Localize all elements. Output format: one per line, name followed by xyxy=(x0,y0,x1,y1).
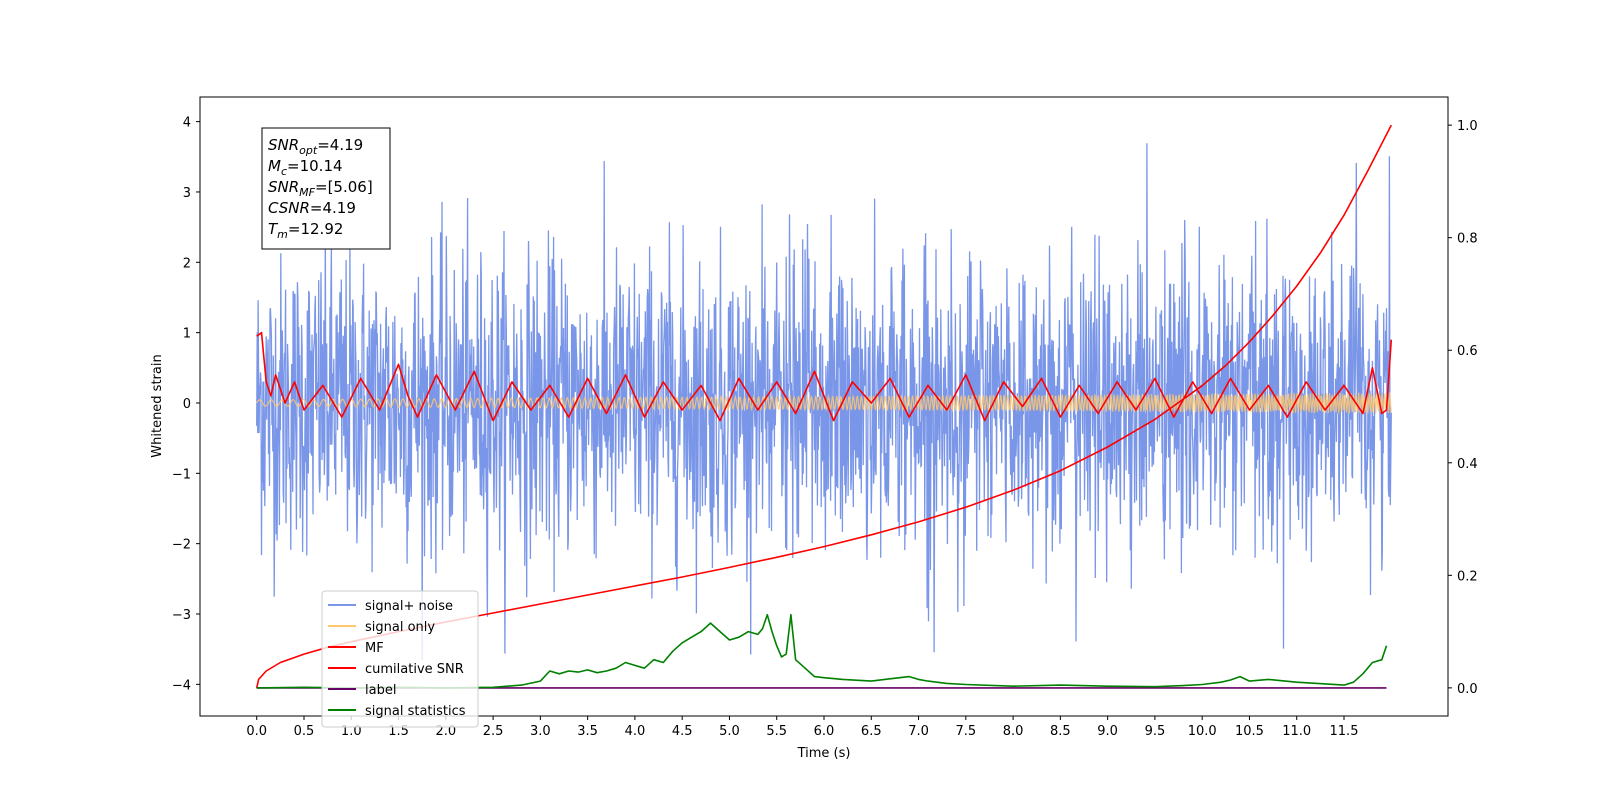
x-tick-label: 0.0 xyxy=(246,724,267,739)
y-tick-label: −3 xyxy=(172,608,191,623)
x-tick-label: 1.0 xyxy=(341,724,362,739)
y2-tick-label: 0.6 xyxy=(1457,344,1478,359)
series-line-signal-statistics xyxy=(256,613,1388,689)
x-tick-label: 11.0 xyxy=(1282,724,1311,739)
y-tick-label: −4 xyxy=(172,678,191,693)
x-tick-label: 4.0 xyxy=(625,724,646,739)
x-tick-label: 5.0 xyxy=(719,724,740,739)
annotation-line: Mc=10.14 xyxy=(268,157,343,178)
y2-tick-label: 0.8 xyxy=(1457,232,1478,247)
y-tick-label: −2 xyxy=(172,538,191,553)
y2-tick-label: 0.0 xyxy=(1457,682,1478,697)
x-tick-label: 8.5 xyxy=(1050,724,1071,739)
series-line-mf xyxy=(256,331,1393,422)
legend-label: signal statistics xyxy=(365,704,466,719)
annotation-frame xyxy=(261,127,391,250)
y-tick-label: 4 xyxy=(183,116,191,131)
x-tick-label: 7.5 xyxy=(955,724,976,739)
y2-tick-label: 1.0 xyxy=(1457,119,1478,134)
annotation-line: CSNR=4.19 xyxy=(268,199,356,217)
y2-tick-label: 0.4 xyxy=(1457,457,1478,472)
y2-tick-label: 0.2 xyxy=(1457,569,1478,584)
x-tick-label: 11.5 xyxy=(1330,724,1359,739)
x-tick-label: 1.5 xyxy=(388,724,409,739)
annotation-box: SNRopt=4.19Mc=10.14SNRMF=[5.06]CSNR=4.19… xyxy=(261,127,391,250)
x-axis: 0.0 0.5 1.0 1.5 2.0 2.5 3.0 3.5 4.0 4.5 5.0 5.5 6.0 6… xyxy=(246,716,1358,739)
x-tick-label: 10.5 xyxy=(1235,724,1264,739)
x-tick-label: 3.5 xyxy=(577,724,598,739)
legend-frame xyxy=(321,590,479,728)
legend-label: cumilative SNR xyxy=(365,662,464,677)
y-axis-label: Whitened strain xyxy=(150,354,165,457)
x-tick-label: 7.0 xyxy=(908,724,929,739)
x-tick-label: 5.5 xyxy=(766,724,787,739)
y-tick-label: 2 xyxy=(183,256,191,271)
legend: signal+ noise signal only MF cumilative SNR… xyxy=(321,590,479,728)
x-tick-label: 9.5 xyxy=(1145,724,1166,739)
x-tick-label: 9.0 xyxy=(1097,724,1118,739)
x-axis-label: Time (s) xyxy=(797,746,851,761)
annotation-line: SNRMF=[5.06] xyxy=(268,178,373,199)
y-tick-label: −1 xyxy=(172,467,191,482)
x-tick-label: 4.5 xyxy=(672,724,693,739)
x-tick-label: 3.0 xyxy=(530,724,551,739)
legend-label: MF xyxy=(365,641,384,656)
legend-label: signal+ noise xyxy=(365,599,453,614)
y-tick-label: 0 xyxy=(183,397,191,412)
x-tick-label: 2.5 xyxy=(483,724,504,739)
y-axis-left: 4 3 2 1 0 −1 −2 −3 −4 xyxy=(172,116,200,693)
y-axis-right: 1.0 0.8 0.6 0.4 0.2 0.0 xyxy=(1448,119,1478,697)
legend-label: label xyxy=(365,683,396,698)
legend-label: signal only xyxy=(365,620,435,635)
y-tick-label: 3 xyxy=(183,186,191,201)
annotation-line: Tm=12.92 xyxy=(268,220,343,241)
x-tick-label: 6.0 xyxy=(814,724,835,739)
x-tick-label: 0.5 xyxy=(294,724,315,739)
y-tick-label: 1 xyxy=(183,327,191,342)
x-tick-label: 6.5 xyxy=(861,724,882,739)
x-tick-label: 8.0 xyxy=(1003,724,1024,739)
x-tick-label: 2.0 xyxy=(435,724,456,739)
annotation-line: SNRopt=4.19 xyxy=(268,136,363,157)
x-tick-label: 10.0 xyxy=(1188,724,1217,739)
